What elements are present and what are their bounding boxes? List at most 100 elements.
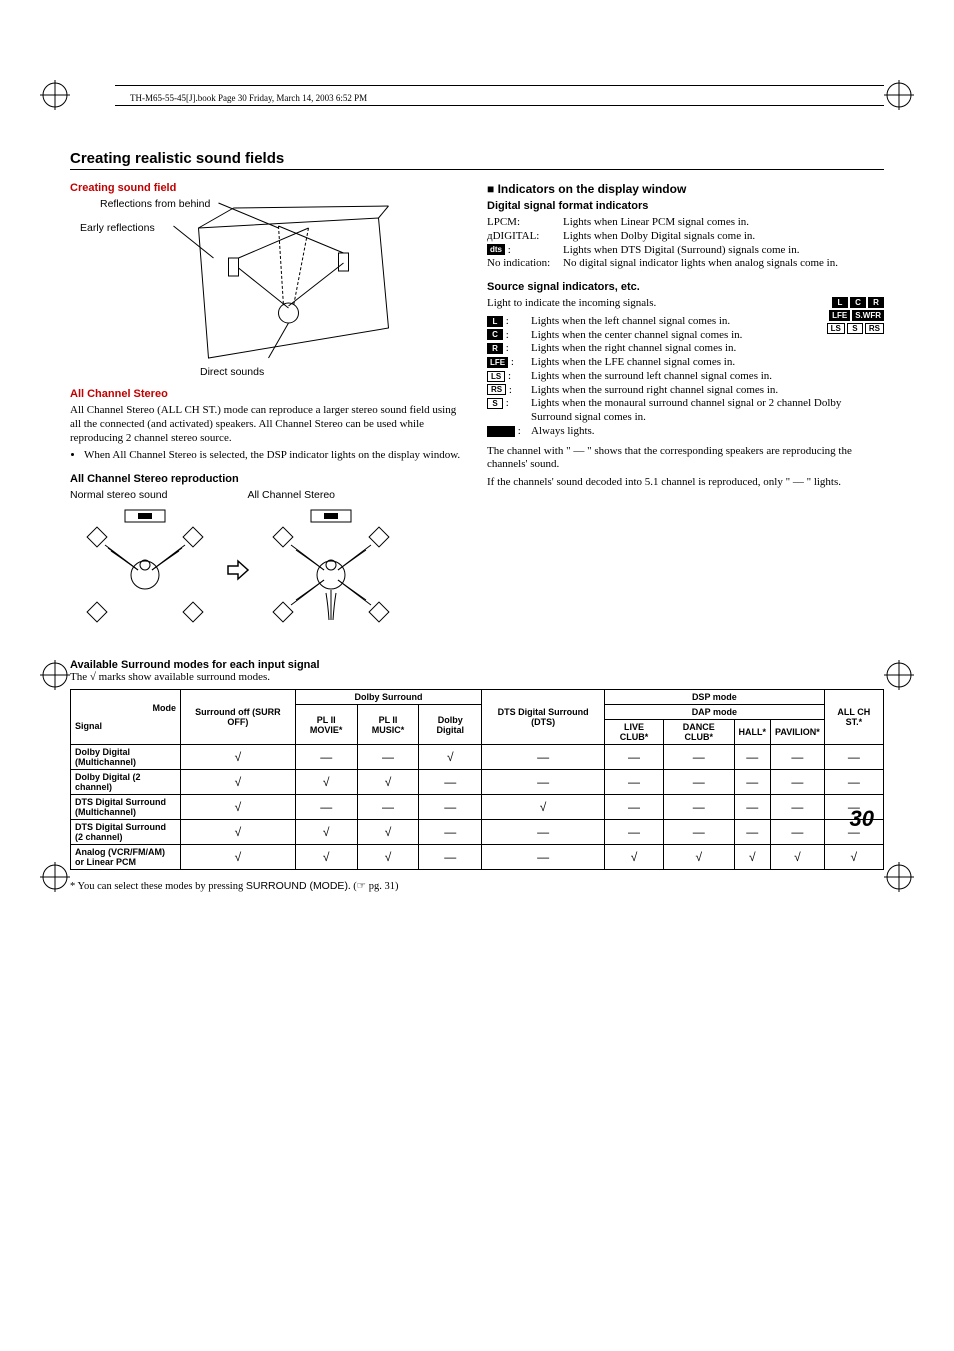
- table-cell: √: [181, 745, 296, 770]
- table-cell: —: [482, 845, 605, 870]
- table-cell: —: [771, 820, 825, 845]
- source-indicator-row: L :Lights when the left channel signal c…: [487, 315, 819, 329]
- table-cell: —: [734, 770, 771, 795]
- th-dance-club: DANCE CLUB*: [663, 720, 734, 745]
- crop-mark-icon: [40, 80, 70, 110]
- table-cell: √: [357, 845, 419, 870]
- indicators-title: ■ Indicators on the display window: [487, 182, 884, 196]
- indicator-badge-key: LS :: [487, 370, 527, 384]
- ls-badge-icon: LS: [487, 371, 505, 382]
- th-dolby-digital: Dolby Digital: [419, 705, 482, 745]
- arrow-right-icon: [226, 558, 250, 582]
- digital-indicator-row: No indication:No digital signal indicato…: [487, 257, 884, 271]
- indicator-badges-diagram: LCR LFES.WFR LSSRS: [827, 297, 884, 336]
- footnote-suffix: . (☞ pg. 31): [348, 881, 399, 892]
- c-badge-icon: C: [487, 329, 503, 340]
- source-indicator-row: LFE :Lights when the LFE channel signal …: [487, 356, 884, 370]
- channel-note-2: If the channels' sound decoded into 5.1 …: [487, 476, 884, 490]
- dts-badge-icon: dts: [487, 244, 505, 255]
- row-signal-header: DTS Digital Surround (2 channel): [71, 820, 181, 845]
- table-note: The √ marks show available surround mode…: [70, 671, 884, 683]
- table-row: DTS Digital Surround (2 channel)√√√—————…: [71, 820, 884, 845]
- table-cell: —: [357, 795, 419, 820]
- section-title: Creating realistic sound fields: [70, 150, 884, 170]
- digital-indicator-row: LPCM:Lights when Linear PCM signal comes…: [487, 216, 884, 230]
- page-number: 30: [850, 806, 874, 832]
- table-cell: —: [357, 745, 419, 770]
- sound-field-diagram: Reflections from behind Early reflection…: [70, 198, 467, 378]
- table-cell: —: [663, 795, 734, 820]
- s-badge-icon: S: [487, 398, 503, 409]
- table-row: Analog (VCR/FM/AM) or Linear PCM√√√——√√√…: [71, 845, 884, 870]
- direct-sounds-label: Direct sounds: [200, 366, 264, 378]
- row-signal-header: Dolby Digital (2 channel): [71, 770, 181, 795]
- table-cell: —: [419, 845, 482, 870]
- footnote-prefix: * You can select these modes by pressing: [70, 881, 246, 892]
- source-indicator-row: LS :Lights when the surround left channe…: [487, 370, 884, 384]
- table-title: Available Surround modes for each input …: [70, 659, 884, 671]
- table-cell: —: [824, 770, 883, 795]
- indicator-value: Lights when the LFE channel signal comes…: [531, 356, 884, 370]
- table-cell: —: [482, 770, 605, 795]
- table-cell: —: [663, 770, 734, 795]
- table-cell: —: [295, 745, 357, 770]
- rs-badge-icon: RS: [487, 384, 506, 395]
- table-cell: √: [181, 845, 296, 870]
- source-indicator-row: RS : Lights when the surround right chann…: [487, 384, 884, 398]
- indicator-badge-key: RS :: [487, 384, 527, 398]
- th-dap-mode: DAP mode: [605, 705, 825, 720]
- page-rule: [115, 85, 884, 86]
- table-cell: —: [605, 745, 664, 770]
- th-mode: Mode: [75, 703, 176, 713]
- row-signal-header: DTS Digital Surround (Multichannel): [71, 795, 181, 820]
- table-cell: —: [605, 795, 664, 820]
- indicator-key: No indication:: [487, 257, 559, 271]
- th-dts: DTS Digital Surround (DTS): [482, 690, 605, 745]
- table-cell: —: [605, 770, 664, 795]
- source-indicator-row: C :Lights when the center channel signal…: [487, 329, 819, 343]
- table-cell: —: [663, 820, 734, 845]
- indicator-value: Lights when the right channel signal com…: [531, 342, 884, 356]
- table-cell: √: [605, 845, 664, 870]
- early-reflections-label: Early reflections: [80, 222, 155, 234]
- table-cell: √: [824, 845, 883, 870]
- table-row: DTS Digital Surround (Multichannel)√———√…: [71, 795, 884, 820]
- table-cell: √: [181, 820, 296, 845]
- r-badge-icon: R: [487, 343, 503, 354]
- digital-indicator-row: дDIGITAL:Lights when Dolby Digital signa…: [487, 230, 884, 244]
- always-lights-text: Always lights.: [531, 425, 884, 439]
- source-signal-title: Source signal indicators, etc.: [487, 281, 884, 293]
- badge-blank-icon: [487, 426, 515, 437]
- indicator-key: LPCM:: [487, 216, 559, 230]
- table-cell: —: [419, 770, 482, 795]
- table-cell: √: [295, 770, 357, 795]
- table-cell: —: [605, 820, 664, 845]
- table-cell: √: [663, 845, 734, 870]
- indicator-value: Lights when DTS Digital (Surround) signa…: [563, 244, 884, 258]
- th-all-ch-st: ALL CH ST.*: [824, 690, 883, 745]
- table-cell: —: [663, 745, 734, 770]
- table-cell: —: [419, 820, 482, 845]
- table-cell: √: [295, 820, 357, 845]
- table-cell: —: [482, 745, 605, 770]
- indicator-value: Lights when the surround right channel s…: [531, 384, 884, 398]
- crop-mark-icon: [40, 862, 70, 892]
- th-dsp-mode: DSP mode: [605, 690, 825, 705]
- indicator-key: dts :: [487, 244, 559, 258]
- indicator-badge-key: R :: [487, 342, 527, 356]
- table-cell: —: [771, 770, 825, 795]
- table-footnote: * You can select these modes by pressing…: [70, 880, 884, 892]
- th-live-club: LIVE CLUB*: [605, 720, 664, 745]
- table-cell: √: [734, 845, 771, 870]
- crop-mark-icon: [40, 660, 70, 690]
- l-badge-icon: L: [487, 316, 503, 327]
- crop-mark-icon: [884, 862, 914, 892]
- all-ch-stereo-diagram: [256, 505, 406, 635]
- table-row: Dolby Digital (Multichannel)√——√——————: [71, 745, 884, 770]
- lfe-badge-icon: LFE: [487, 357, 508, 368]
- table-cell: √: [419, 745, 482, 770]
- all-ch-stereo-bullet: When All Channel Stereo is selected, the…: [84, 449, 467, 463]
- indicator-value: Lights when the left channel signal come…: [531, 315, 819, 329]
- indicator-value: Lights when the center channel signal co…: [531, 329, 819, 343]
- crop-mark-icon: [884, 660, 914, 690]
